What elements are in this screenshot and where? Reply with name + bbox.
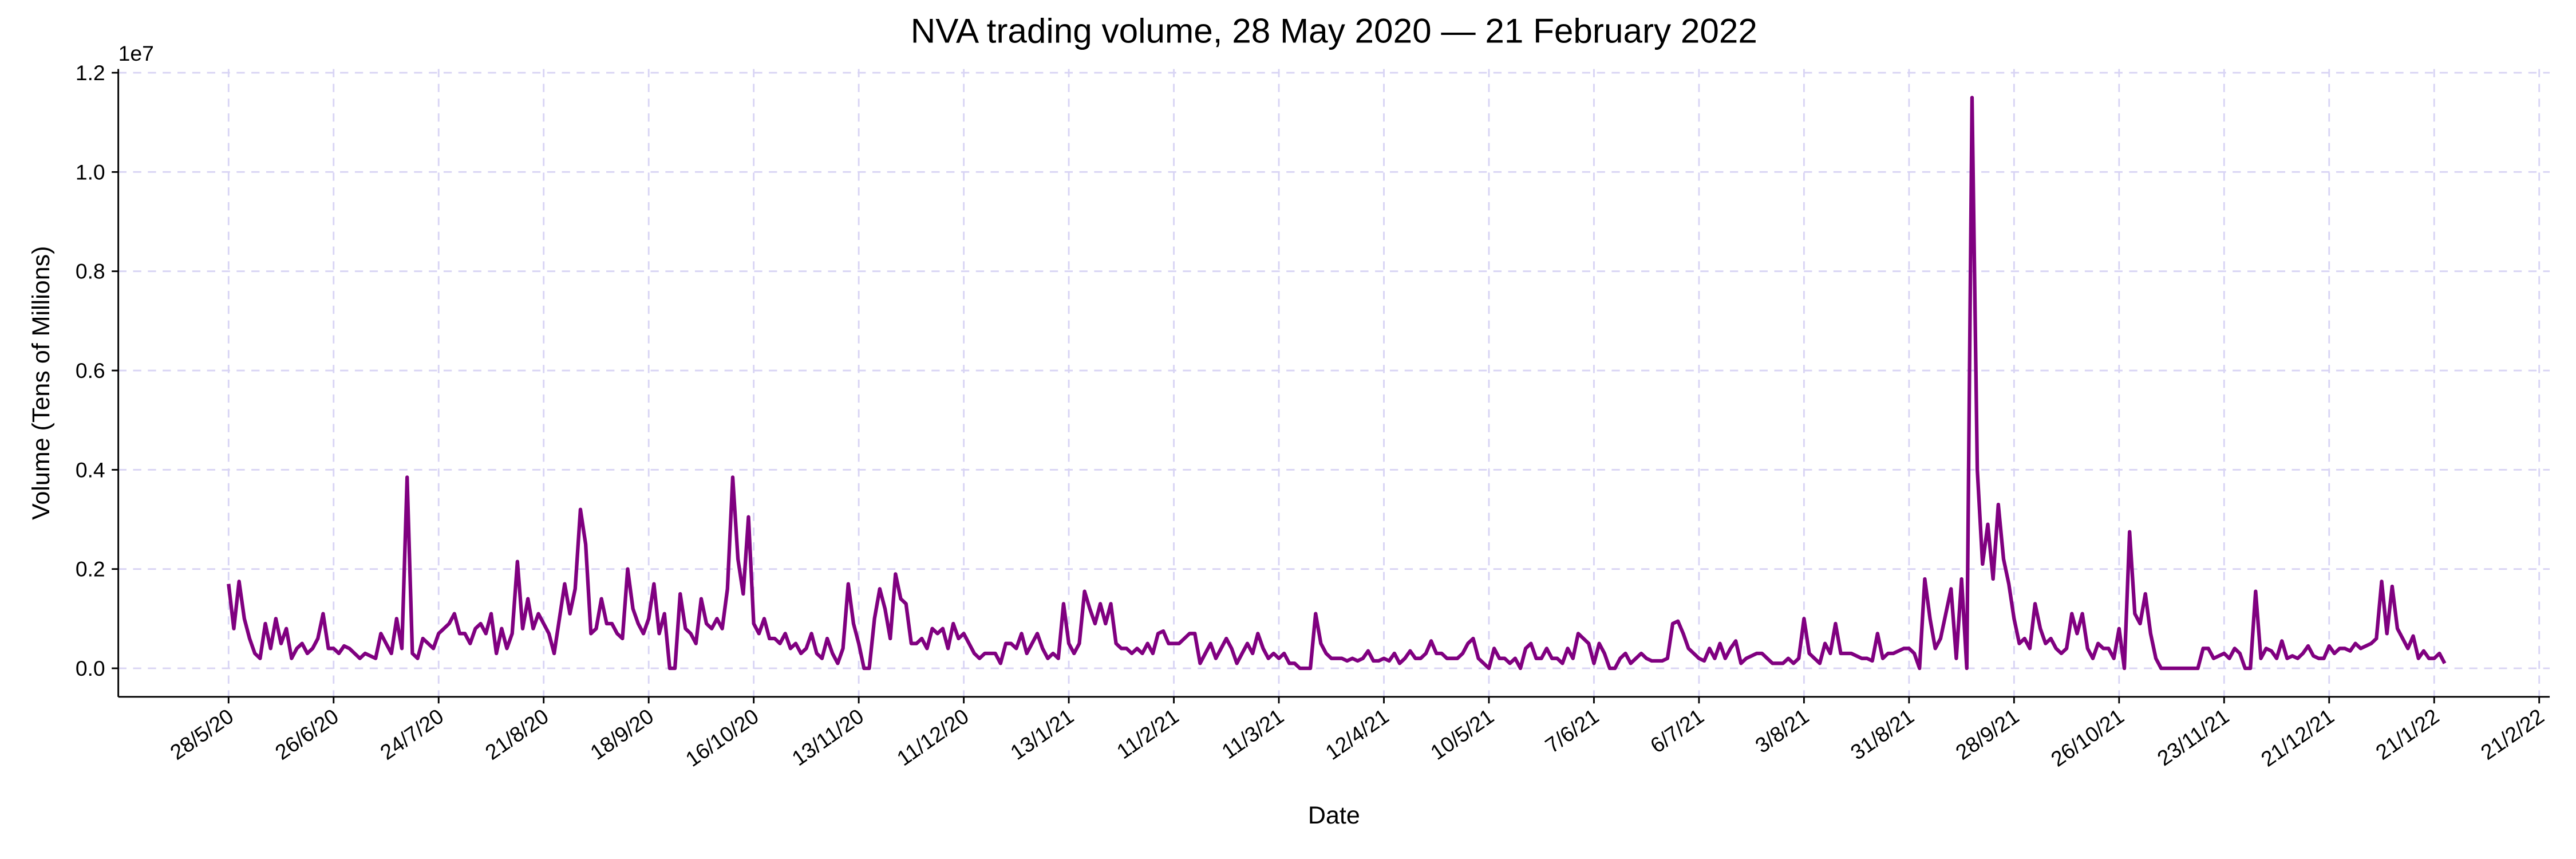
x-tick-label: 11/12/20 — [892, 704, 973, 770]
y-tick-label: 0.2 — [76, 557, 105, 581]
y-tick-label: 0.6 — [76, 358, 105, 383]
x-tick-label: 21/12/21 — [2257, 704, 2338, 771]
chart-title: NVA trading volume, 28 May 2020 — 21 Feb… — [911, 11, 1757, 50]
volume-line — [227, 96, 2447, 671]
x-tick-label: 11/2/21 — [1112, 704, 1183, 763]
y-tick-label: 0.4 — [76, 458, 105, 482]
x-tick-label: 13/11/20 — [787, 704, 868, 770]
marks — [227, 96, 2447, 671]
y-axis-label: Volume (Tens of Millions) — [27, 246, 55, 520]
x-tick-label: 31/8/21 — [1846, 704, 1918, 765]
y-offset-label: 1e7 — [118, 41, 154, 65]
x-tick-label: 21/8/20 — [481, 704, 553, 765]
x-tick-label: 26/6/20 — [271, 704, 343, 765]
x-tick-label: 12/4/21 — [1321, 704, 1393, 765]
grid — [118, 69, 2550, 697]
x-tick-label: 11/3/21 — [1217, 704, 1288, 763]
x-tick-label: 6/7/21 — [1646, 704, 1708, 758]
x-tick-label: 16/10/20 — [681, 704, 763, 771]
x-tick-label: 28/5/20 — [165, 704, 238, 765]
y-tick-label: 1.0 — [76, 160, 105, 184]
x-tick-label: 23/11/21 — [2153, 704, 2234, 770]
x-tick-label: 21/1/22 — [2371, 704, 2443, 765]
y-tick-label: 0.8 — [76, 259, 105, 283]
y-tick-label: 1.2 — [76, 61, 105, 85]
x-tick-label: 13/1/21 — [1006, 704, 1078, 765]
x-tick-label: 28/9/21 — [1951, 704, 2023, 765]
x-tick-label: 10/5/21 — [1426, 704, 1498, 765]
x-tick-label: 7/6/21 — [1540, 704, 1603, 758]
x-tick-label: 24/7/20 — [376, 704, 448, 765]
x-tick-label: 3/8/21 — [1751, 704, 1813, 758]
x-tick-label: 26/10/21 — [2046, 704, 2128, 771]
x-axis-label: Date — [1308, 802, 1360, 829]
x-tick-label: 21/2/22 — [2476, 704, 2549, 765]
y-tick-label: 0.0 — [76, 656, 105, 680]
x-tick-label: 18/9/20 — [586, 704, 658, 765]
